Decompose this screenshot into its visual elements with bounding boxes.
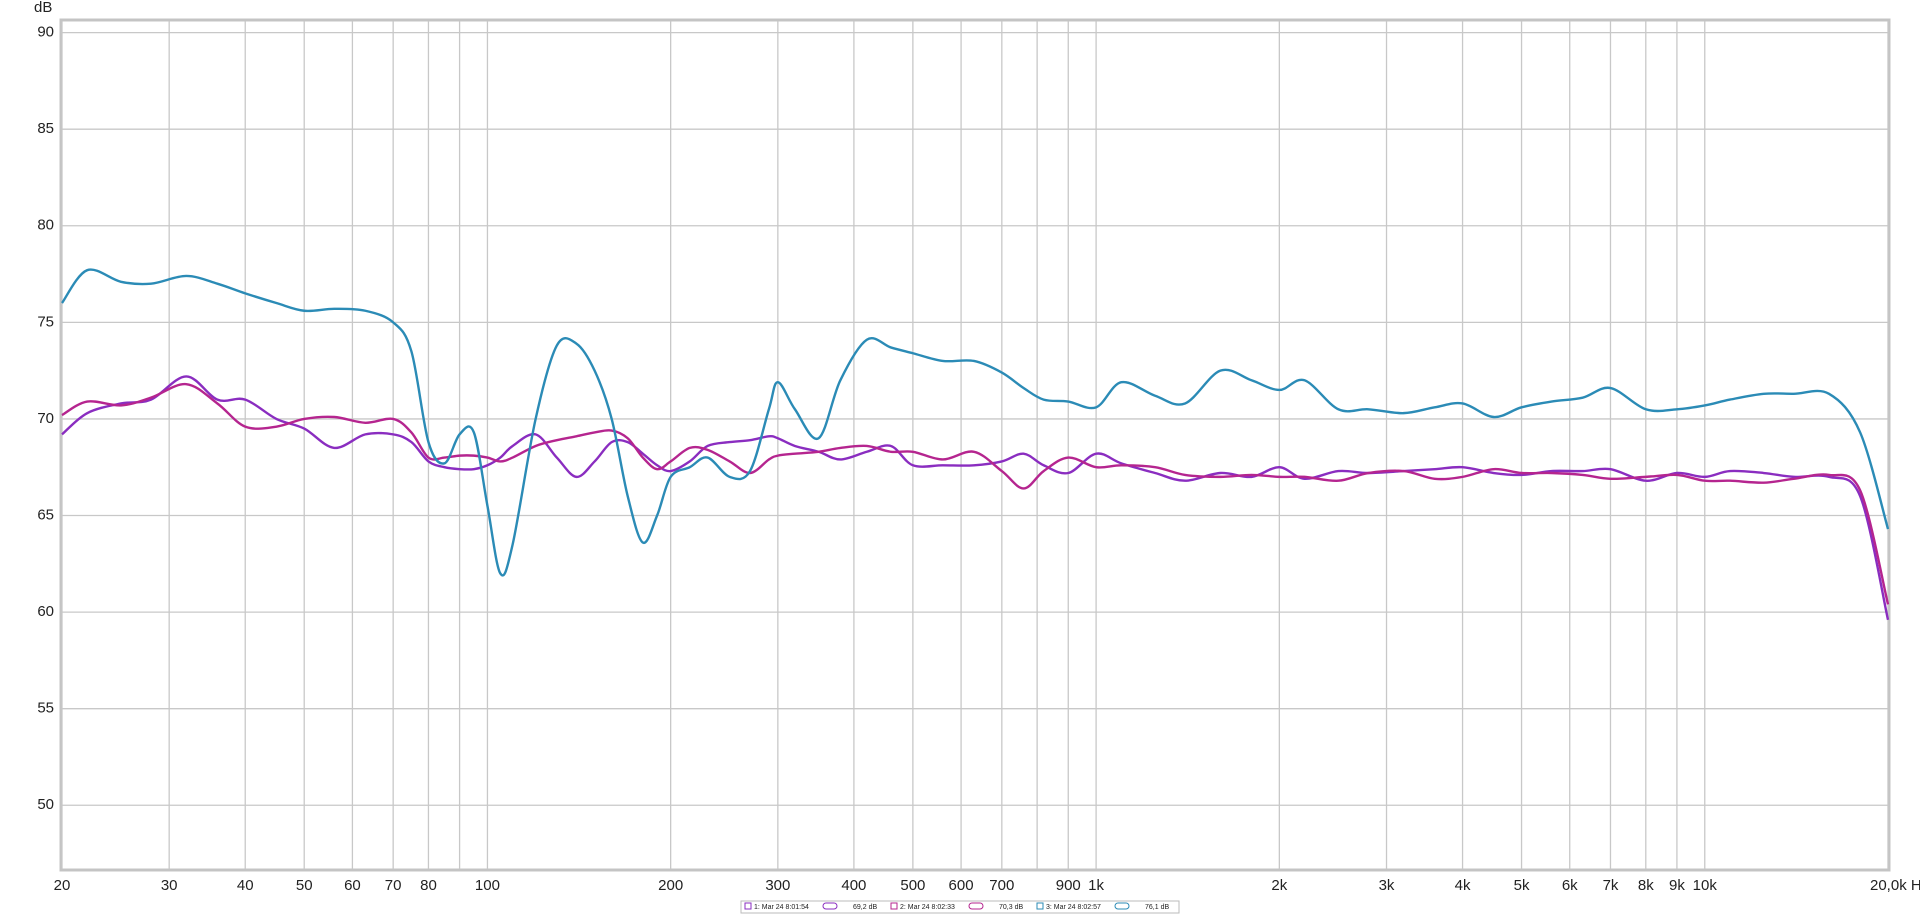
y-tick-label: 70 xyxy=(37,410,54,427)
x-tick-label: 100 xyxy=(475,877,500,894)
x-tick-label: 70 xyxy=(385,877,402,894)
x-tick-label: 4k xyxy=(1455,877,1471,894)
x-tick-label: 400 xyxy=(841,877,866,894)
x-tick-label: 300 xyxy=(765,877,790,894)
series-line xyxy=(61,268,1890,577)
x-tick-label: 10k xyxy=(1693,877,1718,894)
x-tick-label: 900 xyxy=(1056,877,1081,894)
plot-area xyxy=(59,18,1891,872)
y-tick-label: 75 xyxy=(37,313,54,330)
y-tick-label: 60 xyxy=(37,603,54,620)
y-tick-label: 90 xyxy=(37,24,54,41)
x-tick-label: 500 xyxy=(900,877,925,894)
series-line xyxy=(61,375,1890,621)
series-line xyxy=(61,382,1890,605)
x-tick-label: 2k xyxy=(1271,877,1287,894)
y-axis-label: dB xyxy=(34,0,52,16)
x-tick-label: 9k xyxy=(1669,877,1685,894)
y-tick-label: 85 xyxy=(37,120,54,137)
y-tick-label: 50 xyxy=(37,796,54,813)
x-tick-label: 40 xyxy=(237,877,254,894)
x-tick-label: 3k xyxy=(1379,877,1395,894)
x-tick-label: 80 xyxy=(420,877,437,894)
legend-value: 76,1 dB xyxy=(1145,904,1169,911)
legend-value: 69,2 dB xyxy=(853,904,877,911)
x-tick-label: 8k xyxy=(1638,877,1654,894)
legend-checkbox xyxy=(1036,902,1044,910)
y-tick-label: 55 xyxy=(37,700,54,717)
x-tick-label: 30 xyxy=(161,877,178,894)
x-tick-label: 60 xyxy=(344,877,361,894)
legend-checkbox xyxy=(744,902,752,910)
x-tick-label: 200 xyxy=(658,877,683,894)
legend-name: 1: Mar 24 8:01:54 xyxy=(754,904,809,911)
x-tick-label: 5k xyxy=(1514,877,1530,894)
x-tick-label: 1k xyxy=(1088,877,1104,894)
x-tick-label: 20 xyxy=(54,877,71,894)
legend-box xyxy=(740,900,1180,914)
y-tick-label: 65 xyxy=(37,506,54,523)
legend-swatch xyxy=(822,902,838,910)
x-tick-label: 7k xyxy=(1603,877,1619,894)
y-tick-label: 80 xyxy=(37,217,54,234)
legend-swatch xyxy=(968,902,984,910)
x-tick-label: 50 xyxy=(296,877,313,894)
legend-checkbox xyxy=(890,902,898,910)
legend-name: 2: Mar 24 8:02:33 xyxy=(900,904,955,911)
x-tick-label: 600 xyxy=(949,877,974,894)
x-tick-label: 20,0k Hz xyxy=(1870,877,1920,894)
x-tick-label: 6k xyxy=(1562,877,1578,894)
legend-value: 70,3 dB xyxy=(999,904,1023,911)
legend-name: 3: Mar 24 8:02:57 xyxy=(1046,904,1101,911)
legend-swatch xyxy=(1114,902,1130,910)
x-tick-label: 700 xyxy=(989,877,1014,894)
